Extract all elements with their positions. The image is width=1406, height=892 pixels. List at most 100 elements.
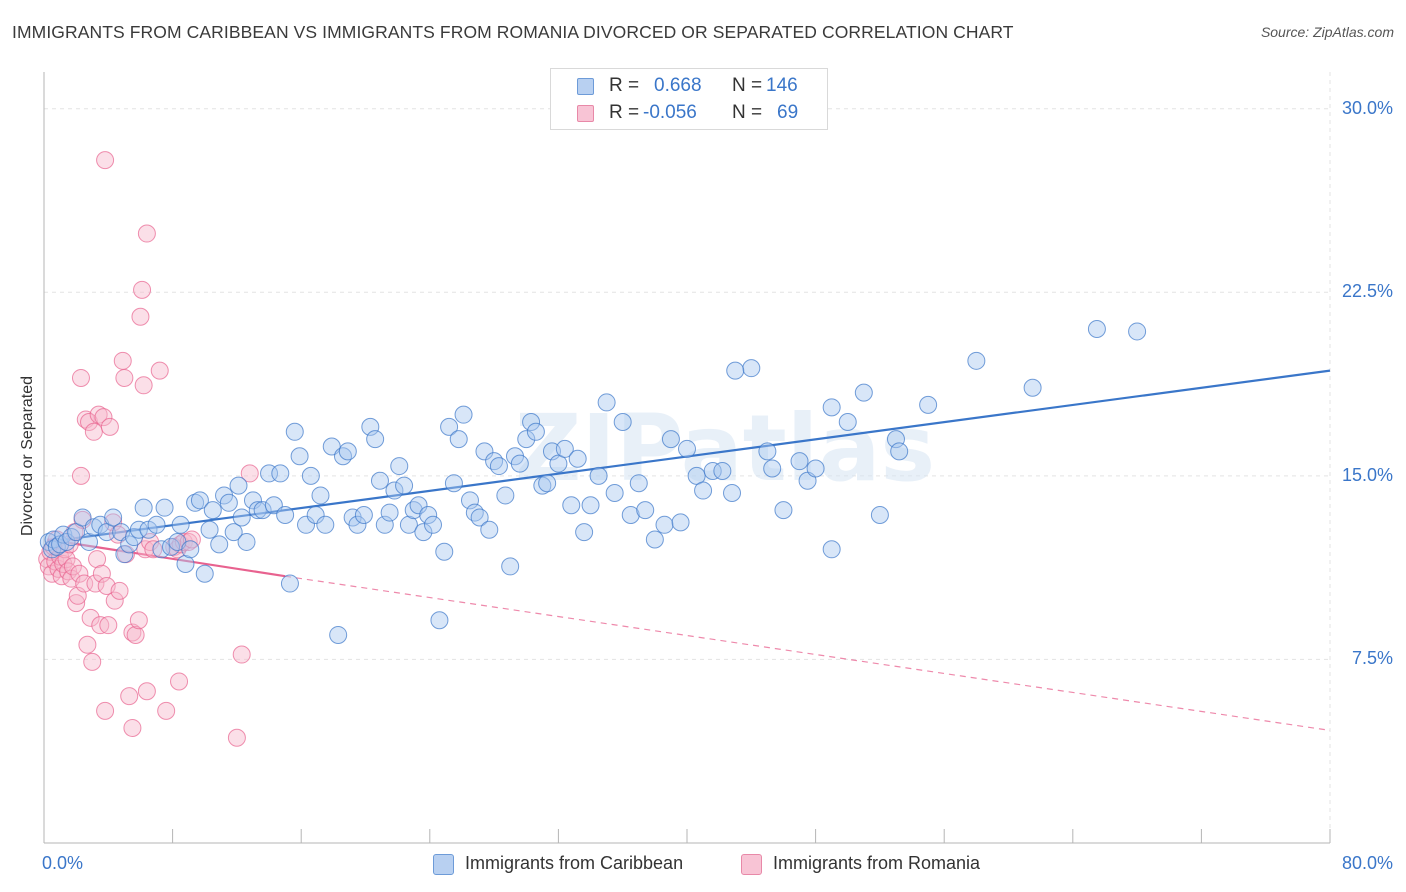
data-point-caribbean [562, 496, 581, 515]
data-point-romania [137, 682, 156, 701]
data-point-romania [123, 718, 142, 737]
data-point-caribbean [533, 476, 552, 495]
data-point-caribbean [186, 493, 205, 512]
data-point-romania [105, 591, 124, 610]
data-point-caribbean [232, 508, 251, 527]
data-point-caribbean [742, 359, 761, 378]
data-point-caribbean [774, 501, 793, 520]
legend-swatch-romania [577, 105, 594, 122]
y-tick-label: 15.0% [1341, 464, 1393, 485]
data-point-romania [96, 701, 115, 720]
data-point-caribbean [229, 476, 248, 495]
legend-r-value: 0.668 [654, 75, 702, 96]
legend-r-label: R = [609, 75, 640, 96]
data-point-caribbean [449, 430, 468, 449]
data-point-caribbean [243, 491, 262, 510]
data-point-caribbean [176, 554, 195, 573]
data-point-caribbean [280, 574, 299, 593]
data-point-caribbean [790, 452, 809, 471]
legend-label-romania: Immigrants from Romania [773, 853, 981, 873]
data-point-caribbean [200, 520, 219, 539]
data-point-romania [96, 151, 115, 170]
data-point-romania [120, 687, 139, 706]
data-point-caribbean [480, 520, 499, 539]
data-point-caribbean [190, 491, 209, 510]
data-point-romania [134, 376, 153, 395]
data-point-caribbean [890, 442, 909, 461]
data-point-caribbean [485, 452, 504, 471]
legend-n-label: N = [732, 102, 763, 123]
data-point-caribbean [224, 523, 243, 542]
data-point-caribbean [155, 498, 174, 517]
data-point-caribbean [581, 496, 600, 515]
y-tick-label: 30.0% [1341, 97, 1393, 118]
data-point-romania [83, 652, 102, 671]
source-credit: Source: ZipAtlas.com [1260, 24, 1394, 40]
data-point-caribbean [290, 447, 309, 466]
data-point-romania [110, 581, 129, 600]
data-point-caribbean [465, 503, 484, 522]
data-point-caribbean [1128, 322, 1147, 341]
legend-r-label: R = [609, 102, 640, 123]
legend-swatch-caribbean [577, 78, 594, 95]
data-point-caribbean [510, 454, 529, 473]
data-point-caribbean [597, 393, 616, 412]
data-point-caribbean [338, 442, 357, 461]
data-point-romania [115, 368, 134, 387]
data-point-romania [88, 550, 107, 569]
trend-line-romania-extrapolated [285, 575, 1331, 732]
y-tick-label: 7.5% [1351, 648, 1393, 669]
data-point-caribbean [1023, 378, 1042, 397]
data-point-caribbean [333, 447, 352, 466]
data-point-caribbean [366, 430, 385, 449]
data-point-caribbean [568, 449, 587, 468]
data-point-romania [227, 728, 246, 747]
data-point-romania [100, 417, 119, 436]
data-point-caribbean [613, 413, 632, 432]
data-point-caribbean [575, 523, 594, 542]
data-point-caribbean [129, 520, 148, 539]
data-point-romania [240, 464, 259, 483]
data-point-caribbean [409, 496, 428, 515]
data-point-caribbean [758, 442, 777, 461]
data-point-caribbean [329, 625, 348, 644]
data-point-caribbean [370, 471, 389, 490]
legend-n-value: 146 [766, 75, 798, 96]
data-point-caribbean [276, 506, 295, 525]
data-point-caribbean [297, 515, 316, 534]
data-point-caribbean [80, 532, 99, 551]
data-point-caribbean [621, 506, 640, 525]
data-point-caribbean [1087, 320, 1106, 338]
data-point-caribbean [440, 417, 459, 436]
data-point-romania [133, 280, 152, 299]
correlation-legend: R = 0.668 N = 146 R = -0.056 N = 69 [550, 68, 828, 130]
data-point-caribbean [517, 430, 536, 449]
data-point-caribbean [645, 530, 664, 549]
data-point-caribbean [723, 483, 742, 502]
chart-title: IMMIGRANTS FROM CARIBBEAN VS IMMIGRANTS … [12, 22, 1014, 42]
data-point-caribbean [671, 513, 690, 532]
data-point-romania [71, 466, 90, 485]
legend-row-romania: R = -0.056 N = 69 [551, 100, 827, 128]
data-point-caribbean [203, 501, 222, 520]
data-point-romania [137, 224, 156, 243]
data-point-romania [84, 422, 103, 441]
data-point-caribbean [838, 413, 857, 432]
data-point-caribbean [919, 395, 938, 414]
data-point-caribbean [435, 542, 454, 561]
data-point-romania [157, 701, 176, 720]
data-point-caribbean [636, 501, 655, 520]
data-point-caribbean [219, 493, 238, 512]
data-point-caribbean [763, 459, 782, 478]
data-point-caribbean [306, 506, 325, 525]
data-point-romania [150, 361, 169, 380]
data-point-caribbean [271, 464, 290, 483]
series-romania-points [38, 151, 259, 747]
data-point-romania [99, 616, 118, 635]
data-point-caribbean [501, 557, 520, 576]
data-point-caribbean [496, 486, 515, 505]
data-point-romania [70, 564, 89, 583]
data-point-caribbean [404, 501, 423, 520]
data-point-caribbean [538, 474, 557, 493]
data-point-romania [67, 594, 86, 613]
